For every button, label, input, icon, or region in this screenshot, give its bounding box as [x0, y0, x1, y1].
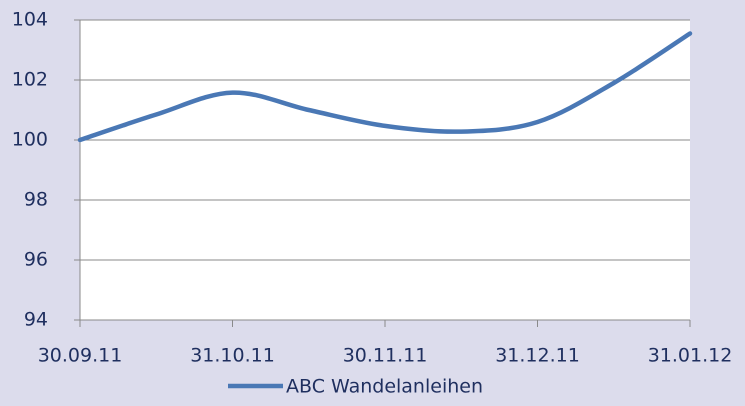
x-tick-label: 31.12.11 — [495, 345, 580, 367]
x-tick-label: 30.11.11 — [343, 345, 428, 367]
y-tick-label: 94 — [24, 309, 48, 331]
legend-label: ABC Wandelanleihen — [286, 376, 483, 398]
x-tick-label: 31.10.11 — [190, 345, 275, 367]
line-series — [77, 31, 693, 143]
plot-area — [80, 20, 690, 320]
y-tick-label: 98 — [24, 189, 48, 211]
y-tick-label: 104 — [12, 9, 48, 31]
x-tick-label: 31.01.12 — [648, 345, 733, 367]
y-tick-label: 96 — [24, 249, 48, 271]
x-tick-label: 30.09.11 — [38, 345, 123, 367]
y-tick-label: 100 — [12, 129, 48, 151]
y-tick-label: 102 — [12, 69, 48, 91]
